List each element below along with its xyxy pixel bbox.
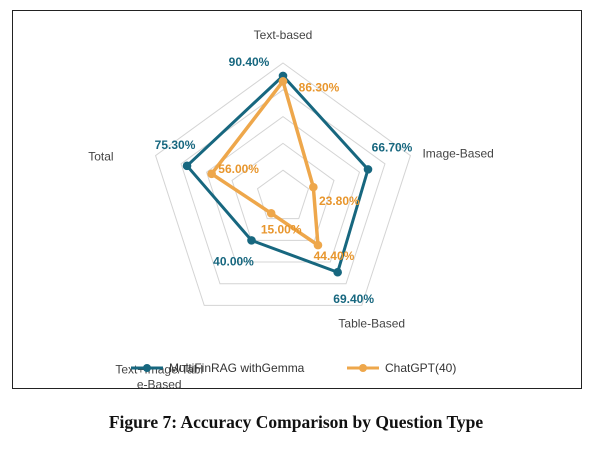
data-label: 90.40%	[229, 55, 270, 69]
data-label: 75.30%	[155, 138, 196, 152]
series-line-1	[185, 74, 370, 274]
data-label: 56.00%	[218, 162, 259, 176]
axis-label: Table-Based	[338, 316, 405, 330]
axis-label: Image-Based	[422, 147, 493, 161]
legend-swatch-marker	[143, 364, 151, 372]
legend-label: ChatGPT(40)	[385, 361, 456, 375]
axis-label: Text-based	[254, 28, 313, 42]
data-label: 69.40%	[333, 292, 374, 306]
data-point	[313, 240, 323, 250]
data-point	[266, 208, 276, 218]
legend-swatch-marker	[359, 364, 367, 372]
chart-frame: Text-basedImage-BasedTable-BasedText+Ima…	[12, 10, 582, 390]
data-point	[207, 169, 216, 179]
data-label: 44.40%	[314, 249, 355, 263]
data-label: 15.00%	[261, 222, 302, 236]
data-point	[363, 165, 373, 174]
grid-ring	[154, 62, 412, 306]
data-point	[247, 236, 256, 245]
data-label: 40.00%	[213, 254, 254, 268]
grid-ring	[256, 169, 310, 220]
data-point	[309, 182, 318, 192]
data-label: 23.80%	[319, 194, 360, 208]
grid-ring	[180, 89, 386, 285]
data-label: 66.70%	[372, 140, 413, 154]
data-point	[333, 267, 342, 277]
grid-ring	[231, 142, 335, 241]
radar-chart: Text-basedImage-BasedTable-BasedText+Ima…	[88, 28, 494, 390]
figure-caption: Figure 7: Accuracy Comparison by Questio…	[108, 412, 484, 432]
series-line-2	[209, 79, 320, 247]
data-point	[278, 77, 288, 86]
axis-label: Total	[88, 150, 113, 164]
data-label: 86.30%	[299, 80, 340, 94]
data-point	[182, 161, 192, 171]
legend-label: MultiFinRAG withGemma	[169, 361, 305, 375]
